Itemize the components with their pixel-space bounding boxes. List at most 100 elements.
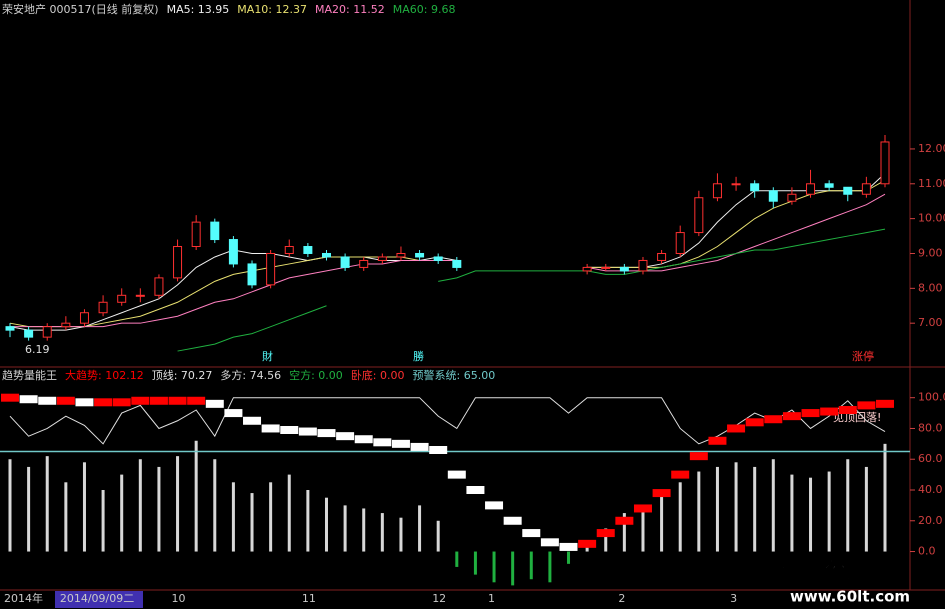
legend-entry: MA20: 11.52 [315, 3, 385, 16]
histogram-bar [8, 459, 12, 552]
trend-step [429, 446, 448, 454]
trend-step [205, 399, 224, 408]
histogram-bar [492, 551, 496, 583]
histogram-bar [436, 520, 440, 552]
candle-body [154, 277, 164, 296]
trend-step [168, 396, 187, 405]
candle-body [433, 256, 443, 261]
trend-step [559, 542, 578, 551]
trend-step [485, 501, 504, 510]
ma-line [587, 179, 886, 268]
trend-step [876, 399, 894, 408]
trend-step [38, 396, 57, 405]
y-tick-label: 60.0 [918, 452, 943, 465]
candle-body [303, 246, 313, 254]
legend-entry: MA10: 12.37 [237, 3, 307, 16]
trend-step [633, 504, 652, 513]
trend-step [112, 398, 131, 407]
histogram-bar [771, 459, 775, 552]
histogram-bar [548, 551, 552, 583]
trend-step [75, 398, 94, 407]
trend-step [801, 409, 820, 418]
histogram-bar [846, 459, 850, 552]
y-tick-label: 20.0 [918, 514, 943, 527]
candle-body [321, 252, 331, 258]
histogram-bar [883, 443, 887, 552]
date-cursor [55, 591, 143, 608]
histogram-bar [753, 466, 757, 552]
histogram-bar [343, 505, 347, 552]
histogram-bar [138, 459, 142, 552]
trend-step [503, 516, 522, 525]
candle-body [806, 183, 816, 195]
trend-step [391, 439, 410, 448]
histogram-bar [418, 505, 422, 552]
histogram-bar [194, 440, 198, 552]
candle-body [284, 246, 294, 254]
trend-step [727, 424, 746, 433]
legend-entry: 顶线: 70.27 [152, 368, 213, 382]
x-tick-label: 12 [432, 592, 446, 605]
y-tick-label: 100.0 [918, 391, 945, 404]
candle-body [452, 259, 462, 268]
candle-body [415, 252, 425, 258]
trend-step [19, 395, 38, 404]
x-tick-label: 11 [302, 592, 316, 605]
histogram-bar [269, 482, 273, 552]
trend-step [782, 412, 801, 421]
candle-body [359, 259, 369, 268]
x-tick-label: 2014/09/09二 [60, 592, 134, 605]
histogram-bar [641, 505, 645, 552]
histogram-bar [27, 466, 31, 552]
trend-step [298, 427, 317, 436]
candle-body [768, 190, 778, 202]
histogram-bar [790, 474, 794, 552]
candle-body [396, 252, 406, 258]
pane-title: 趋势量能王 [2, 368, 57, 382]
trend-step [56, 396, 75, 405]
histogram-bar [622, 513, 626, 552]
candle-body [824, 183, 834, 188]
candle-body [750, 183, 760, 192]
candle-body [61, 322, 71, 328]
ma-line [438, 228, 886, 282]
candle-body [173, 246, 183, 279]
histogram-bar [380, 513, 384, 552]
candle-body [79, 312, 89, 324]
histogram-bar [511, 551, 515, 586]
candle-body [247, 263, 257, 286]
candle-body [340, 256, 350, 268]
candle-body [135, 294, 145, 297]
ma-line [177, 305, 327, 352]
histogram-bar [231, 482, 235, 552]
candle-body [266, 252, 276, 286]
candle-body [98, 301, 108, 314]
trend-step [820, 407, 839, 416]
candle-body [619, 266, 629, 272]
trend-step [131, 396, 150, 405]
histogram-bar [678, 482, 682, 552]
trend-step [540, 538, 559, 547]
trend-step [410, 442, 429, 451]
histogram-bar [473, 551, 477, 575]
candle-body [377, 256, 387, 261]
histogram-bar [176, 456, 180, 552]
trend-step [838, 406, 857, 414]
y-tick-label: 8.00 [918, 281, 943, 294]
trend-step [745, 418, 764, 427]
trend-step [354, 435, 373, 444]
trend-step [373, 438, 392, 447]
annotation: 財 [262, 349, 273, 363]
histogram-bar [82, 462, 86, 552]
histogram-bar [827, 471, 831, 552]
trend-step [689, 452, 708, 461]
annotation: 见顶回落! [833, 411, 881, 424]
trend-step [447, 470, 466, 479]
histogram-bar [455, 551, 459, 567]
candle-body [638, 259, 648, 272]
histogram-bar [399, 517, 403, 552]
histogram-bar [213, 459, 217, 552]
annotation: 勝 [413, 349, 424, 363]
candle-body [731, 183, 741, 186]
trend-step [336, 432, 355, 441]
